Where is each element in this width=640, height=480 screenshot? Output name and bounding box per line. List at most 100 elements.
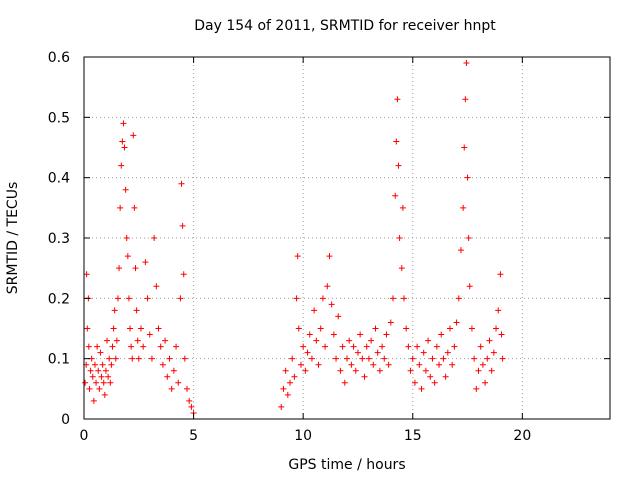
data-point [83,271,90,278]
y-tick-label: 0.3 [48,231,70,247]
x-tick-label: 15 [404,428,422,444]
data-point [333,355,340,362]
data-point [124,253,131,260]
data-point [350,343,357,350]
data-point [407,367,414,374]
data-point [119,138,126,145]
data-point [399,204,406,211]
data-point [328,301,335,308]
data-point [297,361,304,368]
data-point [101,391,108,398]
data-point [121,144,128,151]
data-point [477,343,484,350]
data-point [110,325,117,332]
x-axis-label: GPS time / hours [288,457,406,473]
data-point [451,343,458,350]
data-point [184,385,191,392]
data-point [493,325,500,332]
data-point [173,343,180,350]
x-tick-label: 0 [80,428,89,444]
data-point [436,361,443,368]
data-point [108,361,115,368]
data-point [135,355,142,362]
data-point [429,355,436,362]
data-point [113,337,120,344]
data-point [484,355,491,362]
data-point [475,367,482,374]
data-point [142,259,149,266]
data-point [339,343,346,350]
data-point [95,367,102,374]
data-point [341,379,348,386]
data-point [357,331,364,338]
data-point [313,337,320,344]
data-point [396,235,403,241]
data-point [359,355,366,362]
data-point [295,325,302,332]
data-point [120,120,127,127]
data-point [166,355,173,362]
data-point [379,343,386,350]
data-point [486,337,493,344]
data-point [118,162,125,169]
data-point [368,337,375,344]
data-point [282,367,289,374]
data-point [315,361,322,368]
data-point [111,307,118,314]
data-point [125,295,132,302]
data-point [93,379,100,386]
data-point [100,379,107,386]
data-point [90,397,97,404]
data-point [153,283,160,290]
data-point [335,313,342,320]
data-point [294,253,301,260]
data-point [128,343,135,350]
data-point [326,253,333,260]
data-point [89,373,96,380]
data-point [471,355,478,362]
data-point [188,403,195,410]
data-point [180,271,187,278]
data-point [376,367,383,374]
data-point [393,138,400,145]
data-point [497,271,504,278]
data-point [438,331,445,338]
data-point [144,295,151,302]
data-point [304,349,311,356]
data-point [306,331,313,338]
data-point [400,295,407,302]
data-point [97,349,104,356]
data-point [140,343,147,350]
data-point [289,355,296,362]
data-point [482,379,489,386]
data-point [148,355,155,362]
data-point [499,355,506,362]
data-point [155,325,162,332]
data-point [457,247,464,254]
data-point [287,379,294,386]
data-point [324,283,331,290]
data-point [84,325,91,332]
data-point [179,222,186,229]
data-point [181,355,188,362]
data-point [414,343,421,350]
data-point [300,343,307,350]
data-point [442,373,449,380]
data-point [425,337,432,344]
data-point [168,385,175,392]
data-point [398,265,405,272]
data-point [175,379,182,386]
data-point [461,144,468,151]
data-point [462,96,469,103]
data-point [395,162,402,169]
data-point [390,295,397,302]
data-point [284,391,291,398]
data-point [123,235,130,241]
data-point [319,295,326,302]
data-point [464,174,471,181]
data-point [344,355,350,362]
data-point [361,373,368,380]
data-point [348,361,355,368]
y-tick-label: 0.5 [48,110,70,126]
data-point [449,361,456,368]
